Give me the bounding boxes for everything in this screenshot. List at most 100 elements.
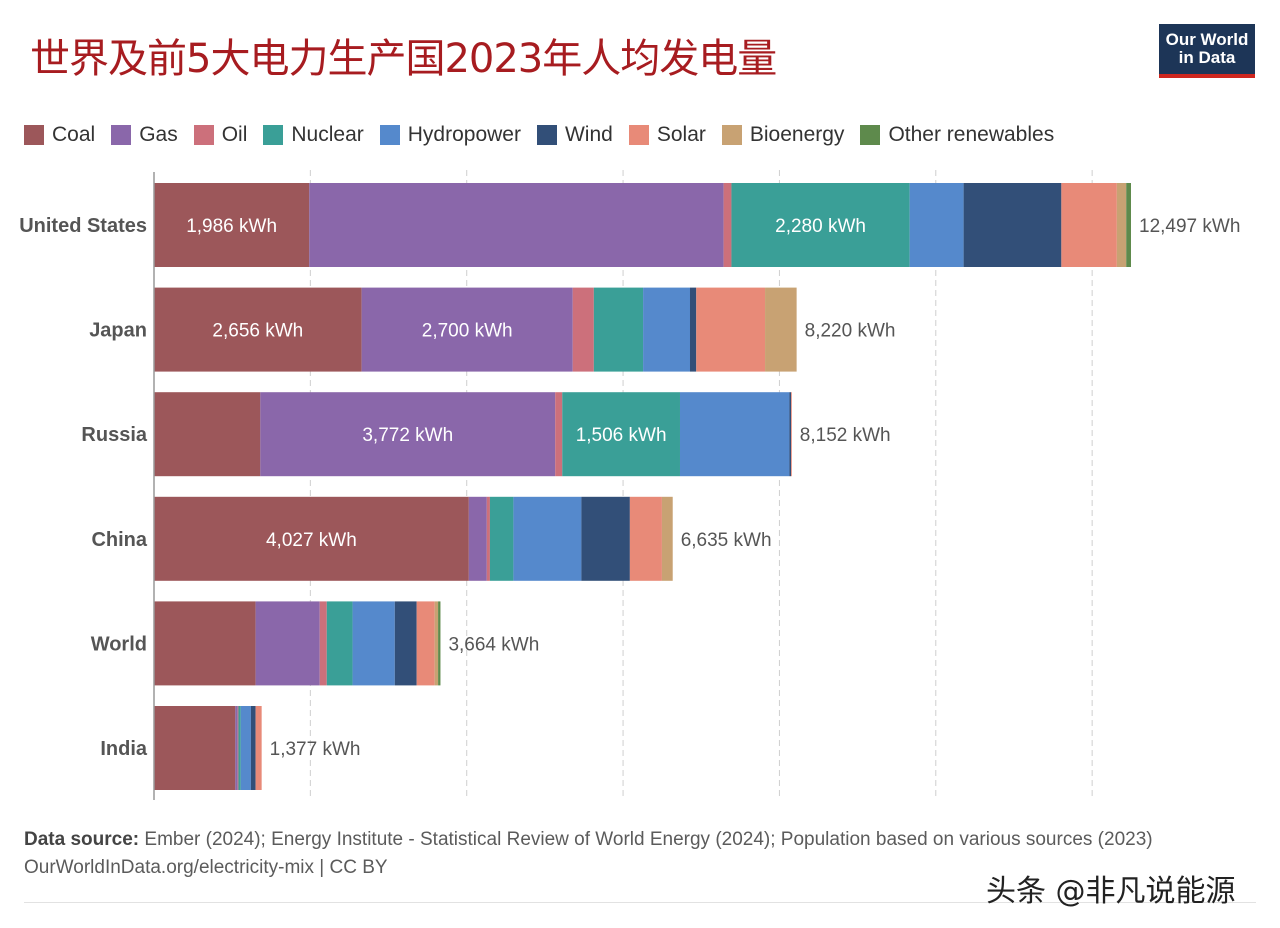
- chart-legend: Coal Gas Oil Nuclear Hydropower Wind Solar Bioe…: [24, 121, 1070, 149]
- bar-segment-coal: [154, 287, 362, 372]
- bar-segment-solar: [696, 287, 766, 372]
- source-text: Ember (2024); Energy Institute - Statist…: [144, 829, 1153, 850]
- bar-segment-solar: [416, 601, 435, 686]
- legend-swatch: [721, 125, 742, 145]
- logo-line-2: in Data: [1178, 48, 1236, 67]
- owid-logo[interactable]: Our World in Data: [1159, 24, 1255, 78]
- segment-value-label: 2,656 kWh: [212, 321, 303, 342]
- legend-label: Wind: [564, 123, 613, 146]
- legend-swatch: [24, 125, 44, 145]
- bar-segment-oil: [486, 496, 490, 581]
- stacked-bar-chart: United States 1,986 kWh 2,280 kWh 12,497 kW…: [19, 170, 1240, 800]
- bar-segment-coal: [154, 183, 310, 267]
- legend-swatch: [536, 125, 557, 145]
- bar-segment-oil: [572, 287, 594, 372]
- legend-label: Oil: [221, 123, 248, 146]
- legend-label: Hydropower: [407, 123, 521, 146]
- bar-segment-nuclear: [238, 706, 241, 790]
- bar-segment-wind: [581, 496, 630, 581]
- data-source-note: Data source: Ember (2024); Energy Instit…: [24, 826, 1153, 882]
- bar-segment-coal: [154, 706, 236, 790]
- legend-item-oil[interactable]: Oil: [193, 123, 248, 147]
- bar-segment-wind: [789, 392, 792, 477]
- total-value-label: 12,497 kWh: [1139, 216, 1240, 237]
- bar-segment-oil: [237, 706, 239, 790]
- bar-segment-wind: [689, 287, 697, 372]
- legend-label: Bioenergy: [749, 123, 845, 146]
- legend-item-other-renewables[interactable]: Other renewables: [860, 123, 1054, 147]
- segment-value-label: 2,700 kWh: [422, 321, 513, 342]
- legend-swatch: [193, 125, 214, 145]
- bar-segment-solar: [1061, 183, 1117, 267]
- category-label: Russia: [81, 424, 147, 446]
- bar-segment-wind: [250, 706, 256, 790]
- source-label: Data source:: [24, 829, 140, 850]
- bar-segment-solar: [629, 496, 662, 581]
- category-label: China: [91, 529, 147, 551]
- watermark: 头条 @非凡说能源: [986, 874, 1236, 909]
- legend-item-bioenergy[interactable]: Bioenergy: [721, 123, 845, 147]
- legend-item-nuclear[interactable]: Nuclear: [263, 123, 364, 147]
- bar-segment-hydropower: [513, 496, 582, 581]
- chart-title: 世界及前5大电力生产国2023年人均发电量: [30, 36, 777, 82]
- legend-item-gas[interactable]: Gas: [111, 123, 178, 147]
- legend-label: Solar: [656, 123, 706, 146]
- legend-label: Other renewables: [888, 123, 1055, 146]
- logo-line-1: Our World: [1165, 30, 1249, 49]
- bar-segment-coal: [154, 601, 256, 686]
- bar-segment-oil: [319, 601, 327, 686]
- bar-segment-nuclear: [593, 287, 644, 372]
- bar-segment-bioenergy: [1116, 183, 1127, 267]
- bar-segment-solar: [255, 706, 262, 790]
- legend-item-wind[interactable]: Wind: [536, 123, 613, 147]
- category-label: Japan: [89, 320, 147, 342]
- bar-segment-wind: [394, 601, 417, 686]
- bar-segment-bioenergy: [765, 287, 797, 372]
- bar-segment-bioenergy: [434, 601, 439, 686]
- segment-value-label: 4,027 kWh: [266, 530, 357, 551]
- bar-segment-other-renewables: [1126, 183, 1131, 267]
- total-value-label: 8,220 kWh: [805, 321, 896, 342]
- bar-segment-coal: [154, 392, 261, 477]
- bar-segment-gas: [468, 496, 487, 581]
- bar-segment-hydropower: [352, 601, 395, 686]
- bar-segment-solar: [791, 392, 792, 477]
- legend-label: Nuclear: [291, 123, 364, 146]
- category-label: World: [91, 633, 147, 655]
- legend-swatch: [111, 125, 132, 145]
- legend-swatch: [379, 125, 400, 145]
- legend-item-coal[interactable]: Coal: [24, 123, 95, 147]
- category-label: United States: [19, 215, 147, 237]
- legend-label: Coal: [52, 123, 96, 146]
- bar-segment-gas: [260, 392, 556, 477]
- segment-value-label: 1,506 kWh: [576, 425, 667, 446]
- total-value-label: 6,635 kWh: [681, 530, 772, 551]
- bar-segment-bioenergy: [661, 496, 673, 581]
- segment-value-label: 2,280 kWh: [775, 216, 866, 237]
- bar-segment-coal: [154, 496, 469, 581]
- bar-segment-hydropower: [679, 392, 790, 477]
- source-url[interactable]: OurWorldInData.org/electricity-mix | CC …: [24, 857, 388, 878]
- category-label: India: [100, 738, 148, 760]
- bar-segment-gas: [235, 706, 238, 790]
- total-value-label: 8,152 kWh: [800, 425, 891, 446]
- bar-segment-oil: [723, 183, 732, 267]
- legend-label: Gas: [139, 123, 178, 146]
- total-value-label: 1,377 kWh: [270, 739, 361, 760]
- bar-segment-hydropower: [909, 183, 964, 267]
- bar-segment-wind: [963, 183, 1062, 267]
- bar-segment-hydropower: [643, 287, 690, 372]
- bar-segment-gas: [361, 287, 573, 372]
- legend-swatch: [628, 125, 649, 145]
- legend-item-solar[interactable]: Solar: [628, 123, 706, 147]
- footer-divider: [24, 902, 1256, 903]
- bar-segment-nuclear: [731, 183, 910, 267]
- bar-segment-nuclear: [326, 601, 353, 686]
- bar-segment-gas: [309, 183, 724, 267]
- segment-value-label: 3,772 kWh: [362, 425, 453, 446]
- bar-segment-nuclear: [489, 496, 514, 581]
- bar-segment-oil: [555, 392, 563, 477]
- legend-item-hydropower[interactable]: Hydropower: [379, 123, 521, 147]
- total-value-label: 3,664 kWh: [448, 634, 539, 655]
- bar-segment-gas: [255, 601, 320, 686]
